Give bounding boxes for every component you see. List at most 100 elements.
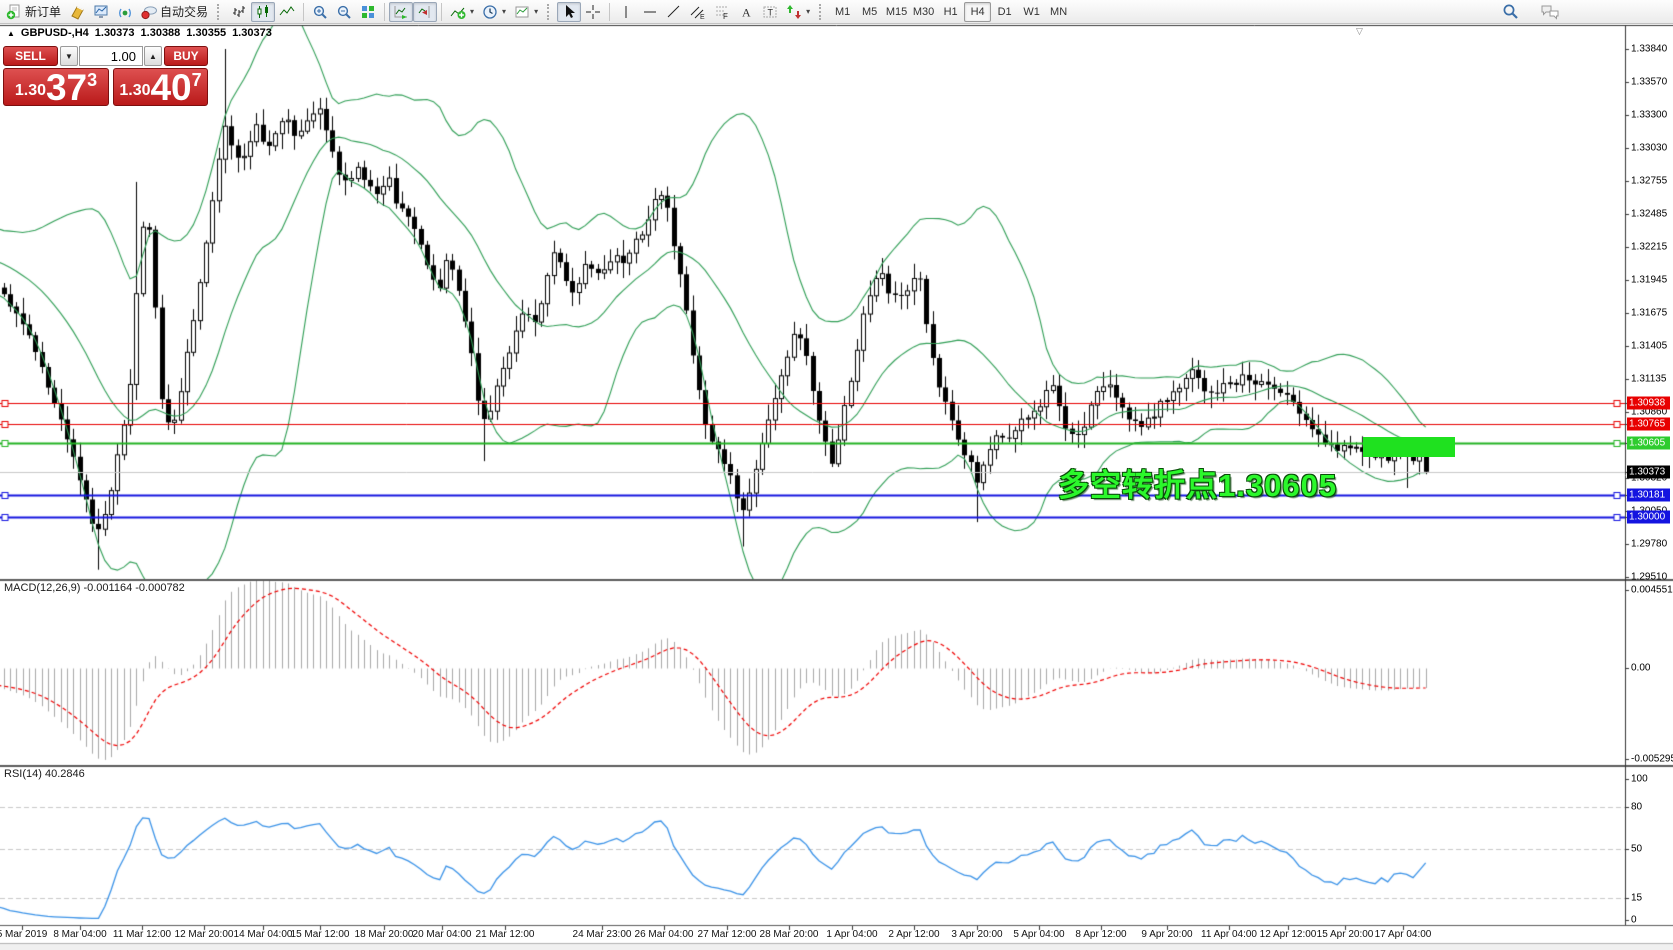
price-tick-label: 1.33300 (1631, 109, 1668, 121)
template-icon (514, 4, 530, 20)
chart-shift-button[interactable] (413, 1, 438, 22)
toolbar-separator (384, 2, 386, 21)
volume-decrease-button[interactable]: ▼ (60, 46, 78, 66)
label-button[interactable]: T (758, 2, 782, 22)
price-tick-label: 1.31405 (1631, 340, 1668, 352)
timeframe-button-mn[interactable]: MN (1050, 5, 1068, 18)
fibo-icon: F (714, 4, 730, 20)
trendline-button[interactable] (662, 2, 686, 22)
label-t-icon: T (762, 4, 778, 20)
monitor-icon (93, 4, 109, 20)
volume-increase-button[interactable]: ▲ (144, 46, 162, 66)
time-tick-label: 20 Mar 04:00 (412, 929, 472, 940)
channel-icon: E (690, 4, 706, 20)
ohlc-open: 1.30373 (94, 27, 135, 39)
toolbar: 新订单 自动交易 ▾ ▾ ▾ E F A T ▾ M1 M5 M15 M30 H1 H4 D1 W1 MN (0, 0, 1673, 24)
toolbar-separator (441, 2, 443, 21)
timeframe-button-m30[interactable]: M30 (912, 5, 935, 18)
zoom-in-button[interactable] (308, 2, 332, 22)
chart-shift-marker-icon[interactable]: ▽ (1356, 26, 1363, 36)
rsi-tick-label: 0 (1631, 914, 1637, 925)
templates-button[interactable]: ▾ (510, 2, 542, 22)
timeframe-button-m1[interactable]: M1 (834, 5, 851, 18)
vertical-line-button[interactable] (614, 2, 638, 22)
macd-pane[interactable] (0, 581, 1625, 765)
zoom-out-button[interactable] (332, 2, 356, 22)
time-tick-label: 3 Apr 20:00 (951, 929, 1003, 940)
ohlc-low: 1.30355 (186, 27, 227, 39)
timeframe-button-d1[interactable]: D1 (997, 5, 1012, 18)
sell-price-button[interactable]: 1.30 37 3 (3, 68, 109, 106)
time-tick-label: 15 Apr 20:00 (1316, 929, 1374, 940)
svg-text:F: F (723, 12, 728, 20)
timeframe-button-m5[interactable]: M5 (861, 5, 878, 18)
search-button[interactable] (1498, 2, 1523, 22)
indicators-button[interactable]: ▾ (446, 2, 478, 22)
svg-text:A: A (742, 5, 751, 19)
new-order-icon (6, 4, 22, 20)
chat-button[interactable] (1537, 2, 1563, 22)
timeframe-button-w1[interactable]: W1 (1023, 5, 1040, 18)
price-badge: 1.30000 (1627, 510, 1670, 524)
line-chart-button[interactable] (275, 2, 299, 22)
data-window-button[interactable] (89, 2, 113, 22)
buy-button[interactable]: BUY (164, 46, 208, 66)
crosshair-button[interactable] (581, 2, 605, 22)
auto-scroll-button[interactable] (389, 1, 414, 22)
text-button[interactable]: A (734, 2, 758, 22)
channel-button[interactable]: E (686, 2, 710, 22)
price-tick-label: 1.29510 (1631, 571, 1668, 583)
toolbar-grip (217, 3, 222, 20)
auto-scroll-icon (393, 4, 409, 20)
price-badge: 1.30938 (1627, 396, 1670, 410)
timeframe-button-m15[interactable]: M15 (885, 5, 908, 18)
arrows-icon (786, 4, 802, 20)
time-tick-label: 28 Mar 20:00 (759, 929, 819, 940)
horizontal-line-button[interactable] (638, 2, 662, 22)
new-order-button-label: 新订单 (25, 5, 62, 19)
toolbar-grip (819, 3, 824, 20)
time-tick-label: 26 Mar 04:00 (634, 929, 694, 940)
fibonacci-button[interactable]: F (710, 2, 734, 22)
dropdown-caret-icon: ▾ (502, 7, 507, 16)
tile-windows-button[interactable] (356, 2, 380, 22)
volume-input[interactable]: 1.00 (79, 46, 143, 66)
signals-button[interactable] (113, 2, 137, 22)
new-order-button[interactable]: 新订单 (2, 2, 65, 22)
market-watch-button[interactable] (65, 2, 89, 22)
periods-button[interactable]: ▾ (478, 2, 510, 22)
price-badge: 1.30181 (1627, 488, 1670, 502)
sell-price-prefix: 1.30 (14, 82, 46, 99)
macd-tick-label: -0.005295 (1631, 753, 1673, 765)
hline-icon (642, 4, 658, 20)
trendline-icon (666, 4, 682, 20)
rsi-pane[interactable] (0, 767, 1625, 923)
price-pane[interactable] (0, 26, 1625, 579)
pivot-annotation-text[interactable]: 多空转折点1.30605 (1058, 468, 1338, 503)
timeframe-button-h1[interactable]: H1 (943, 5, 958, 18)
auto-trading-button[interactable]: 自动交易 (137, 2, 212, 22)
dropdown-caret-icon: ▾ (806, 7, 811, 16)
zoom-out-icon (336, 4, 352, 20)
time-tick-label: 14 Mar 04:00 (233, 929, 293, 940)
timeframe-button-h4[interactable]: H4 (964, 1, 992, 22)
rsi-tick-label: 100 (1631, 773, 1648, 785)
autotrading-icon (141, 4, 158, 20)
time-tick-label: 24 Mar 23:00 (572, 929, 632, 940)
time-tick-label: 21 Mar 12:00 (475, 929, 535, 940)
buy-price-button[interactable]: 1.30 40 7 (113, 68, 208, 106)
candlestick-button[interactable] (251, 1, 276, 22)
collapse-panel-icon[interactable]: ▲ (7, 28, 15, 38)
symbol-name: GBPUSD-,H4 (20, 27, 89, 39)
chart-shift-icon (417, 4, 433, 20)
arrows-button[interactable]: ▾ (782, 2, 814, 22)
bar-chart-button[interactable] (227, 2, 251, 22)
cursor-button[interactable] (557, 1, 582, 22)
line-chart-icon (279, 4, 295, 20)
price-tick-label: 1.31675 (1631, 307, 1668, 319)
toolbar-grip (547, 3, 552, 20)
indicators-icon (450, 4, 466, 20)
highlight-rectangle-object[interactable] (1363, 437, 1455, 457)
sell-button[interactable]: SELL (3, 46, 58, 66)
